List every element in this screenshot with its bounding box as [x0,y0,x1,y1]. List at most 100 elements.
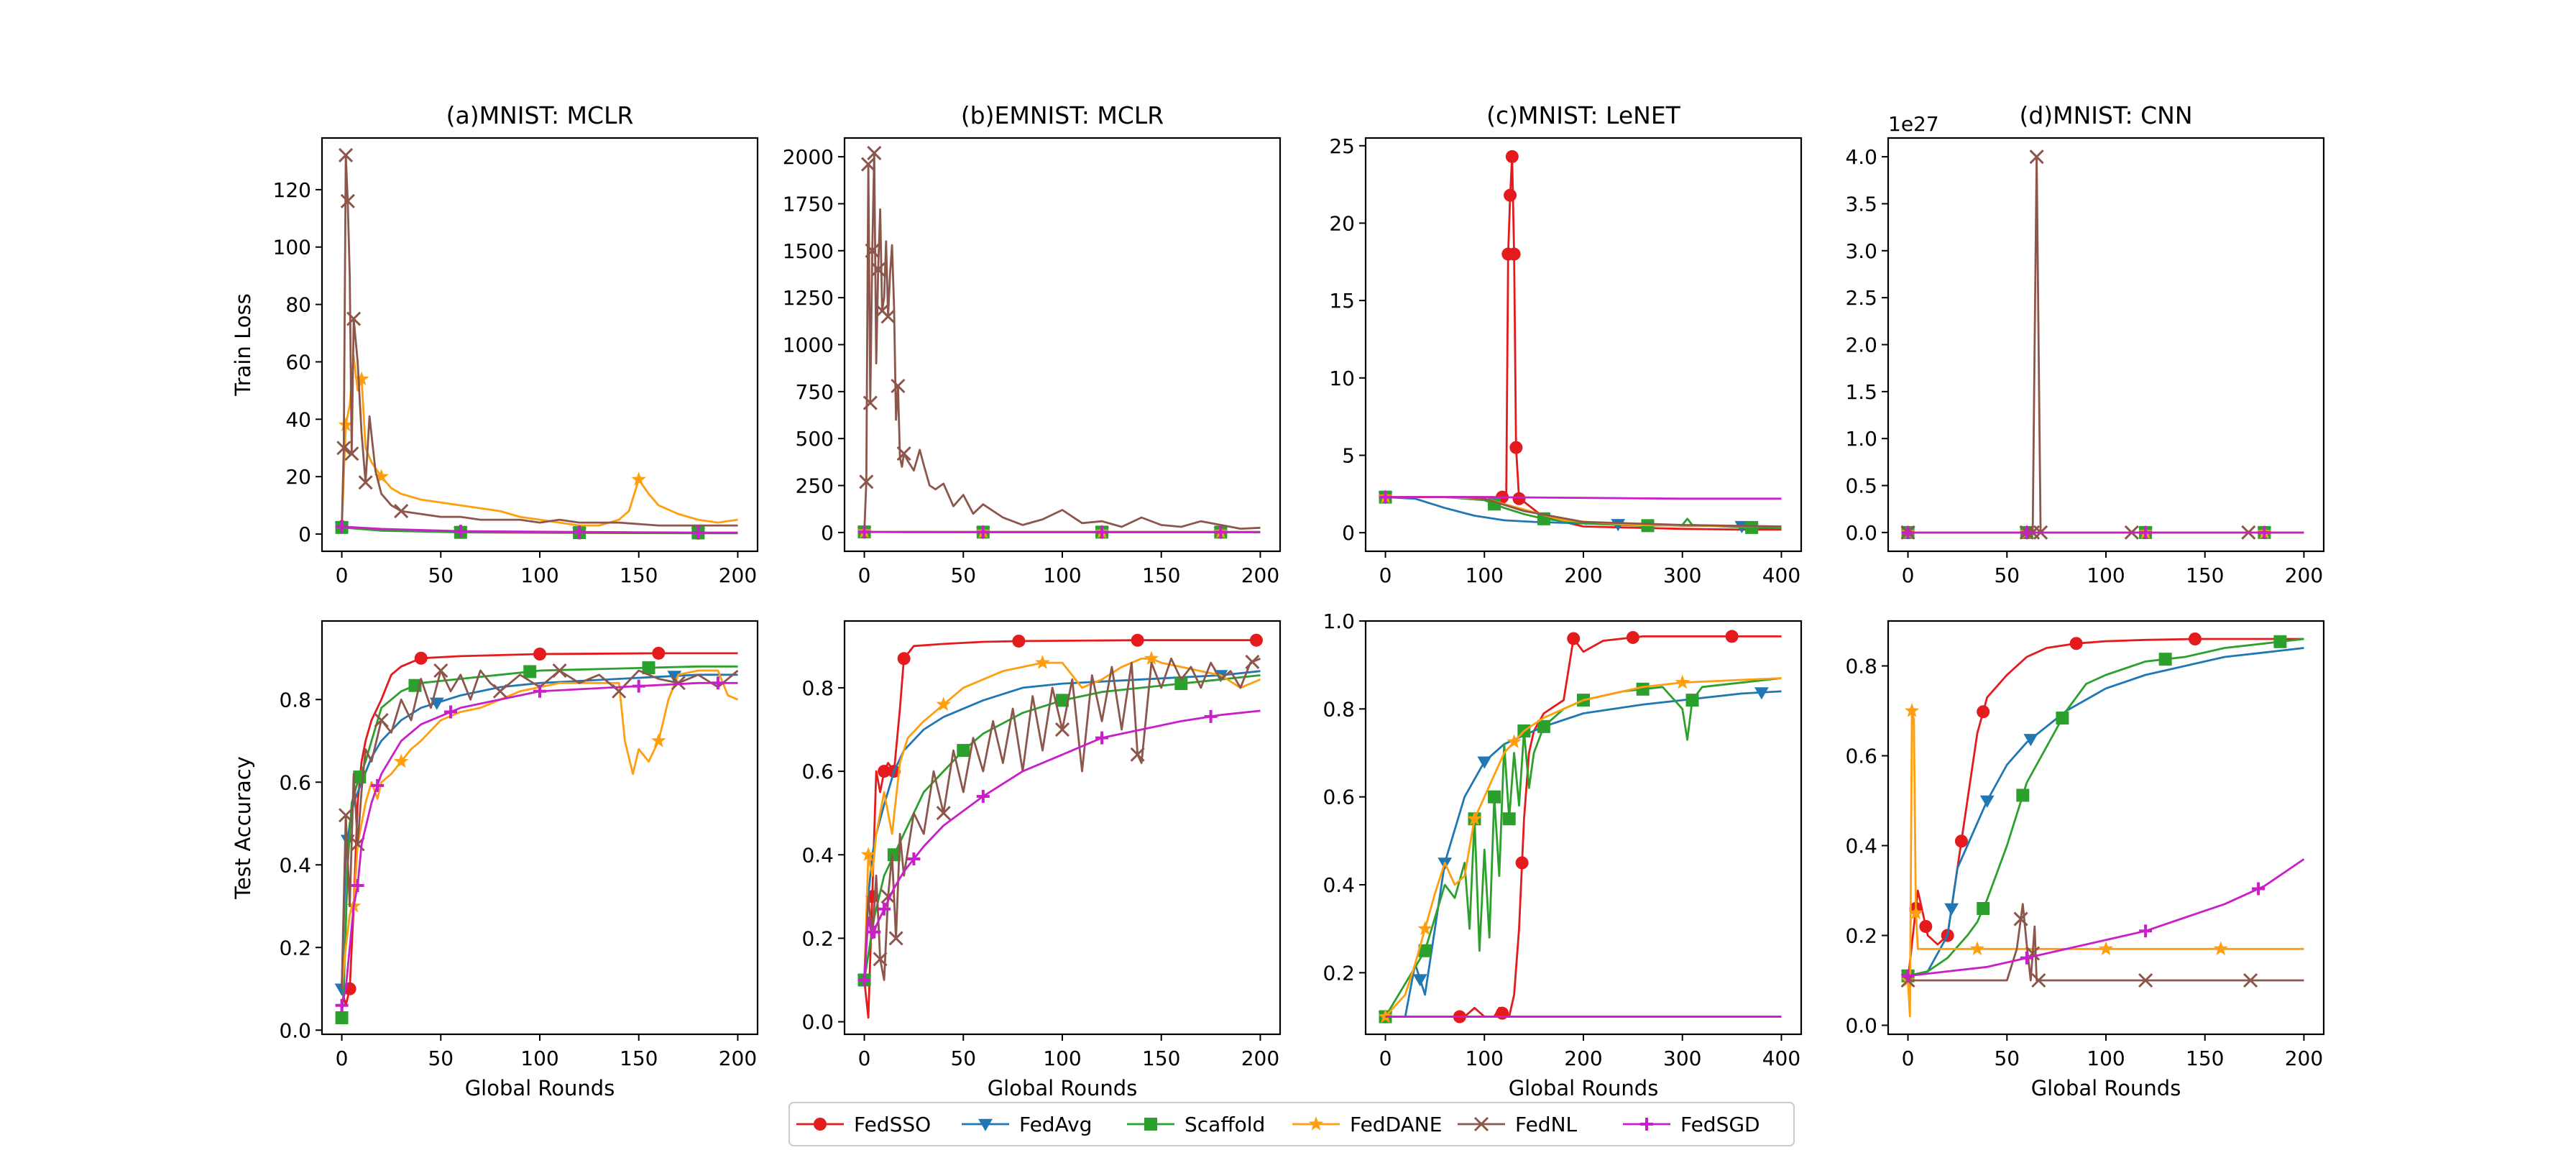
y-tick-label: 20 [285,465,311,489]
marker-fednl-7 [394,504,409,519]
marker-fedsso-7 [1512,492,1526,505]
x-tick-label: 50 [428,1046,454,1070]
marker-fedsgd-6 [632,679,645,693]
marker-fednl-4 [344,446,359,461]
series-line-fedsso [1907,638,2304,981]
legend-label: FedNL [1515,1113,1578,1136]
y-tick-label: 0 [298,523,311,546]
x-tick-label: 0 [858,564,871,587]
marker-fedsso-3 [1515,856,1529,870]
marker-feddane-3 [1035,655,1050,669]
y-tick-label: 1750 [783,192,834,216]
x-tick-label: 0 [1379,564,1392,587]
x-tick-label: 150 [1142,1046,1180,1070]
x-tick-label: 200 [1564,1046,1602,1070]
y-tick-label: 3.0 [1845,239,1877,263]
marker-fedsgd-1 [335,520,349,533]
marker-fednl-4 [2029,150,2044,165]
series-line-fedsso [1385,635,1782,1018]
y-tick-label: 0.8 [1322,697,1355,721]
marker-fedsso-5 [1977,705,1990,719]
panel-2: 0 50 100 150 2000250500750100012501500175020… [783,101,1282,587]
marker-fedsso-6 [1725,630,1739,643]
marker-fednl-8 [880,309,896,324]
circle-icon [814,1118,827,1131]
x-tick-label: 100 [1466,1046,1504,1070]
series-line-fedavg [863,670,1261,980]
marker-scaffold-4 [2056,712,2069,724]
y-tick-label: 2.5 [1845,286,1877,310]
y-tick-label: 0.0 [279,1018,311,1042]
y-tick-label: 80 [285,293,311,317]
marker-fedsgd-2 [2020,951,2033,965]
marker-fednl-6 [870,262,886,277]
x-tick-label: 100 [520,1046,558,1070]
marker-scaffold-5 [1745,520,1759,534]
legend-entry-fedsgd: FedSGD [1623,1113,1760,1136]
marker-fedsgd-1 [335,998,349,1012]
marker-feddane-3 [1908,905,1923,919]
legend-entry-fedavg: FedAvg [962,1113,1092,1136]
marker-fedsso-7 [1249,633,1263,647]
marker-fedsso-2 [878,765,891,778]
series-line-fedsgd [1385,496,1782,500]
x-tick-label: 100 [2087,564,2125,587]
marker-scaffold-10 [1685,694,1699,707]
y-tick-label: 0.0 [1845,1014,1877,1038]
panel-1: 0 50 100 150 200 0 20 40 60 80 100 120 (a)MNIST: MCL… [231,101,759,587]
marker-fedsgd-1 [1901,969,1915,983]
marker-fedsso-4 [1567,632,1581,645]
marker-fednl-5 [867,145,882,160]
x-tick-label: 0 [336,564,349,587]
x-tick-label: 200 [1241,1046,1279,1070]
marker-fedsso-2 [1919,920,1933,933]
x-tick-label: 0 [1902,564,1915,587]
plot-area [857,633,1263,1019]
x-tick-label: 50 [428,564,454,587]
x-tick-label: 0 [1902,1046,1915,1070]
marker-fednl-5 [1054,722,1070,737]
marker-fedsgd-4 [444,705,458,719]
x-tick-label: 200 [719,564,757,587]
marker-fedsso-4 [652,646,666,660]
marker-fednl-3 [862,395,878,410]
marker-fedsso-3 [533,648,546,661]
y-tick-label: 0.4 [801,843,834,867]
marker-feddane-5 [2098,941,2114,955]
marker-fednl-4 [433,663,448,678]
marker-fednl-3 [888,931,903,946]
marker-fednl-1 [859,474,874,489]
series-line-feddane [341,669,739,989]
x-tick-label: 50 [1994,1046,2020,1070]
marker-fedsgd-4 [2252,882,2266,896]
y-tick-label: 0.6 [279,770,311,794]
marker-fednl-1 [873,952,888,967]
x-tick-label: 150 [620,564,658,587]
marker-scaffold-9 [1636,682,1650,696]
marker-fedsgd-2 [351,879,364,892]
marker-fedsgd-2 [976,525,990,539]
marker-fedsgd-3 [1095,525,1109,539]
x-tick-label: 0 [858,1046,871,1070]
y-tick-label: 0 [821,521,834,545]
y-tick-label: 2.0 [1845,334,1877,357]
marker-fedsgd-7 [711,676,724,690]
series-line-fedsgd [341,681,738,1006]
series-line-fednl [341,669,739,989]
marker-fednl-9 [891,378,906,394]
y-tick-label: 2000 [783,145,834,169]
legend-label: FedSSO [854,1113,931,1136]
y-tick-label: 0.4 [1322,873,1355,897]
marker-fednl-6 [358,475,373,490]
marker-fednl-1 [336,441,351,456]
x-tick-label: 100 [1466,564,1504,587]
series-line-scaffold [341,665,738,1018]
marker-fednl-5 [2138,972,2153,988]
y-tick-label: 500 [796,427,834,451]
plot-area [1900,150,2304,540]
y-tick-label: 750 [796,380,834,404]
marker-feddane-4 [1144,650,1159,665]
x-tick-label: 200 [1564,564,1602,587]
